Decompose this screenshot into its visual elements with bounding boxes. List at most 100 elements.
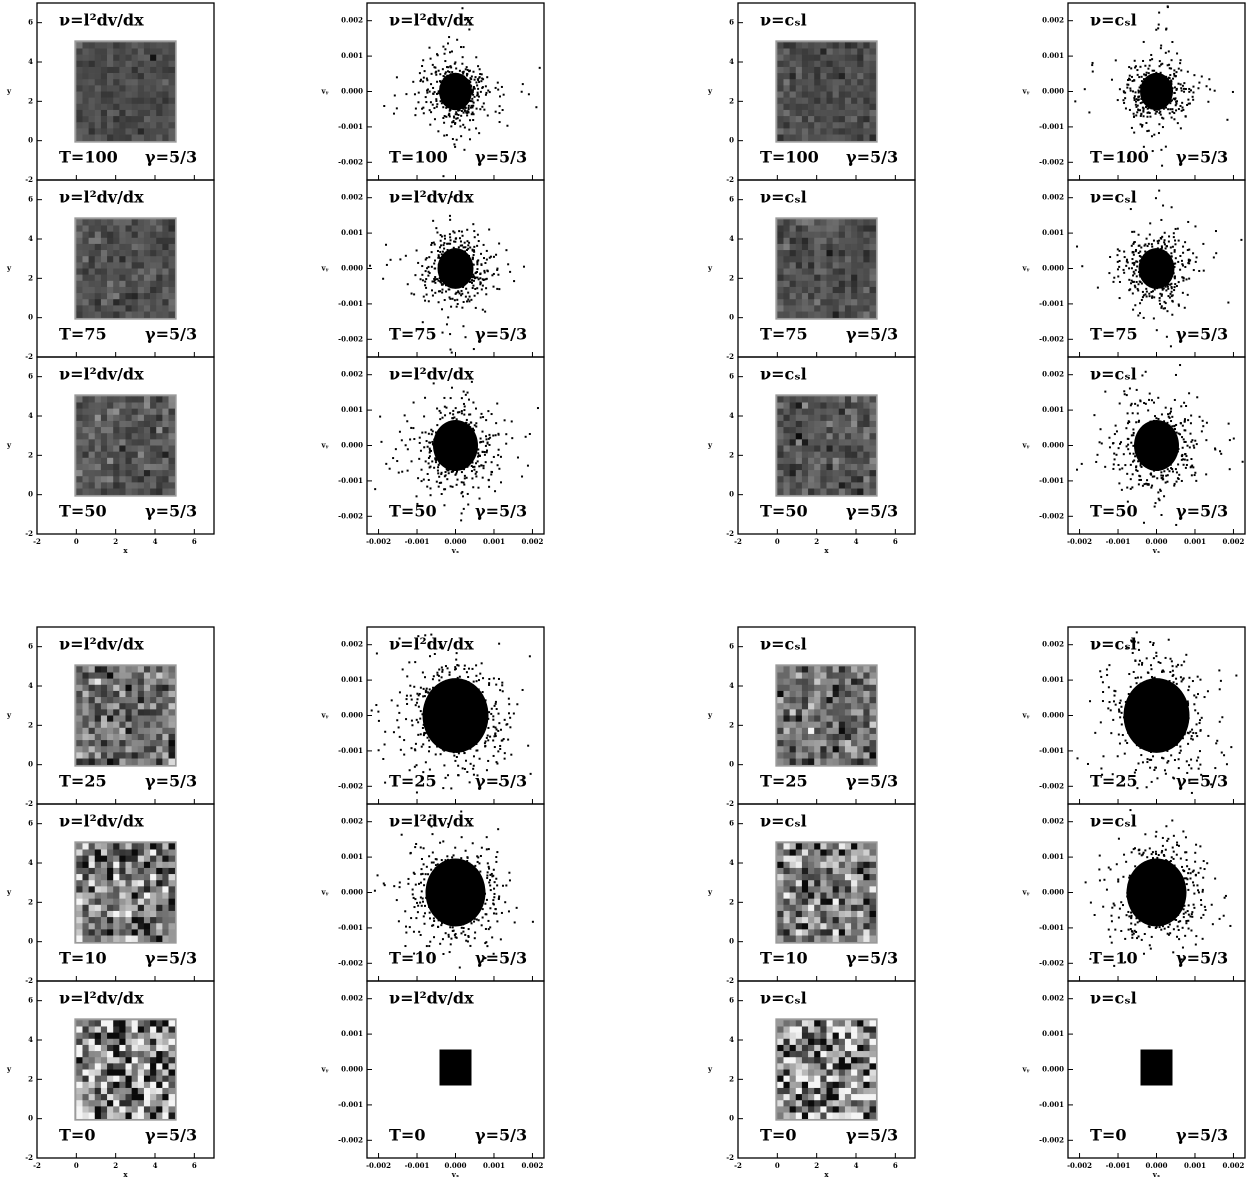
- scatter-dot: [1165, 52, 1167, 54]
- x-tick-label: 0.002: [1222, 537, 1244, 546]
- density-cell: [107, 740, 113, 746]
- scatter-dot: [487, 270, 489, 272]
- density-cell: [857, 458, 863, 464]
- density-cell: [144, 262, 150, 268]
- scatter-dot: [1139, 312, 1141, 314]
- density-cell: [827, 238, 833, 244]
- scatter-dot: [436, 81, 438, 83]
- panel: -20246-20246yxν=cₛlT=50γ=5/3: [707, 357, 915, 555]
- density-cell: [101, 110, 107, 116]
- scatter-dot: [1130, 404, 1132, 406]
- density-cell: [156, 269, 162, 275]
- scatter-dot: [476, 84, 478, 86]
- density-cell: [119, 238, 125, 244]
- density-cell: [156, 746, 162, 752]
- density-cell: [138, 709, 144, 715]
- scatter-dot: [424, 284, 426, 286]
- scatter-dot: [1142, 261, 1144, 263]
- scatter-dot: [461, 397, 463, 399]
- scatter-dot: [443, 242, 445, 244]
- density-cell: [138, 238, 144, 244]
- scatter-dot: [458, 421, 460, 423]
- density-cell: [101, 281, 107, 287]
- scatter-dot: [435, 98, 437, 100]
- x-tick-label: 0: [74, 537, 79, 546]
- scatter-dot: [498, 468, 500, 470]
- scatter-dot: [1192, 96, 1194, 98]
- density-cell: [89, 396, 95, 402]
- density-cell: [156, 104, 162, 110]
- density-cell: [783, 92, 789, 98]
- time-label: T=100: [1090, 148, 1149, 167]
- density-cell: [138, 722, 144, 728]
- scatter-dot: [459, 109, 461, 111]
- scatter-dot: [424, 676, 426, 678]
- density-cell: [107, 116, 113, 122]
- density-cell: [827, 476, 833, 482]
- scatter-dot: [525, 436, 527, 438]
- density-cell: [802, 470, 808, 476]
- scatter-dot: [423, 415, 425, 417]
- scatter-dot: [1137, 109, 1139, 111]
- y-tick-label: 6: [28, 18, 33, 27]
- density-cell: [144, 439, 150, 445]
- scatter-dot: [442, 80, 444, 82]
- density-cell: [820, 458, 826, 464]
- density-cell: [126, 305, 132, 311]
- scatter-dot: [1140, 256, 1142, 258]
- density-cell: [82, 92, 88, 98]
- scatter-dot: [1170, 246, 1172, 248]
- scatter-dot: [428, 47, 430, 49]
- scatter-dot: [468, 399, 470, 401]
- scatter-dot: [476, 697, 478, 699]
- scatter-dot: [1179, 364, 1181, 366]
- density-cell: [132, 92, 138, 98]
- density-cell: [113, 716, 119, 722]
- scatter-dot: [1150, 436, 1152, 438]
- scatter-dot: [449, 333, 451, 335]
- scatter-dot: [1163, 451, 1165, 453]
- scatter-dot: [461, 491, 463, 493]
- scatter-dot: [447, 66, 449, 68]
- scatter-dot: [1144, 273, 1146, 275]
- scatter-dot: [431, 433, 433, 435]
- scatter-dot: [426, 92, 428, 94]
- density-cell: [76, 446, 82, 452]
- density-cell: [790, 476, 796, 482]
- scatter-dot: [1140, 247, 1142, 249]
- density-cell: [82, 250, 88, 256]
- density-cell: [107, 275, 113, 281]
- scatter-dot: [1152, 87, 1154, 89]
- density-cell: [138, 433, 144, 439]
- scatter-dot: [458, 451, 460, 453]
- density-cell: [144, 722, 150, 728]
- scatter-dot: [1146, 266, 1148, 268]
- scatter-dot: [1156, 262, 1158, 264]
- scatter-dot: [1173, 92, 1175, 94]
- scatter-dot: [1158, 240, 1160, 242]
- density-cell: [107, 728, 113, 734]
- gamma-label: γ=5/3: [1176, 148, 1228, 167]
- density-cell: [82, 232, 88, 238]
- density-cell: [833, 262, 839, 268]
- density-cell: [138, 439, 144, 445]
- scatter-dot: [433, 727, 435, 729]
- density-cell: [777, 92, 783, 98]
- density-cell: [863, 312, 869, 318]
- density-cell: [150, 299, 156, 305]
- scatter-dot: [1160, 149, 1162, 151]
- scatter-dot: [1137, 470, 1139, 472]
- scatter-dot: [1113, 453, 1115, 455]
- density-cell: [76, 305, 82, 311]
- scatter-dot: [444, 115, 446, 117]
- density-cell: [101, 122, 107, 128]
- scatter-dot: [442, 266, 444, 268]
- scatter-dot: [1142, 110, 1144, 112]
- scatter-dot: [1173, 438, 1175, 440]
- scatter-dot: [439, 442, 441, 444]
- scatter-dot: [1081, 265, 1083, 267]
- density-cell: [851, 98, 857, 104]
- density-cell: [851, 470, 857, 476]
- scatter-dot: [486, 250, 488, 252]
- density-cell: [150, 666, 156, 672]
